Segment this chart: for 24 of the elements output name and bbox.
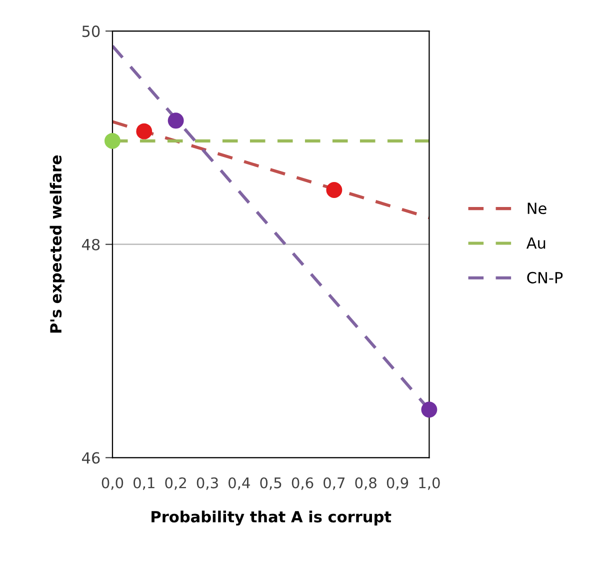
x-tick-label: 0,7	[324, 477, 345, 490]
x-tick-label: 0,0	[102, 477, 124, 490]
x-tick-label: 0,2	[165, 477, 186, 490]
legend-label: Au	[526, 237, 546, 249]
y-tick-label: 46	[82, 452, 100, 464]
x-tick-label: 0,3	[196, 477, 218, 490]
point	[421, 402, 438, 418]
y-tick-label: 48	[82, 238, 100, 250]
point	[168, 112, 184, 129]
y-tick-label: 50	[82, 26, 100, 38]
x-tick-label: 0,8	[355, 477, 376, 490]
x-tick-label: 0,5	[260, 477, 282, 490]
x-tick-label: 0,1	[134, 477, 154, 490]
x-tick-label: 0,6	[292, 477, 314, 490]
x-axis-title: Probability that A is corrupt	[152, 510, 392, 526]
legend-label: CN-P	[527, 272, 563, 284]
x-tick-label: 1,0	[419, 477, 440, 490]
point	[136, 123, 152, 140]
y-axis-title: P's expected welfare	[50, 155, 65, 333]
point	[104, 132, 120, 149]
x-tick-label: 0,9	[386, 477, 408, 490]
legend-label: Ne	[528, 202, 546, 214]
x-tick-label: 0,4	[228, 477, 250, 490]
point	[326, 182, 342, 198]
